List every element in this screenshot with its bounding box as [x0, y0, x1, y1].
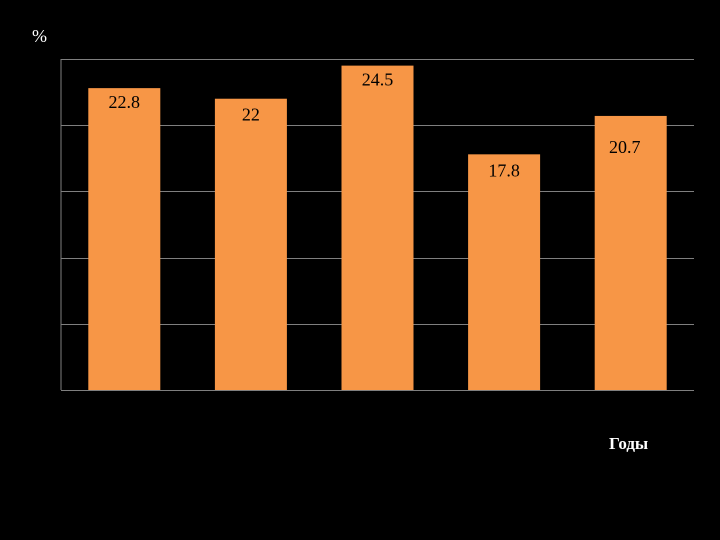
- x-axis-label: Годы: [609, 434, 649, 453]
- bar: [88, 88, 161, 391]
- data-label: 22: [242, 105, 260, 125]
- bar: [341, 65, 414, 391]
- y-axis-label: %: [32, 26, 47, 46]
- data-label: 24.5: [362, 70, 394, 90]
- bar: [594, 115, 667, 390]
- data-label: 22.8: [109, 92, 141, 112]
- bar: [468, 154, 541, 390]
- data-label: 20.7: [609, 137, 641, 157]
- data-label: 17.8: [488, 160, 520, 180]
- bar: [214, 98, 287, 390]
